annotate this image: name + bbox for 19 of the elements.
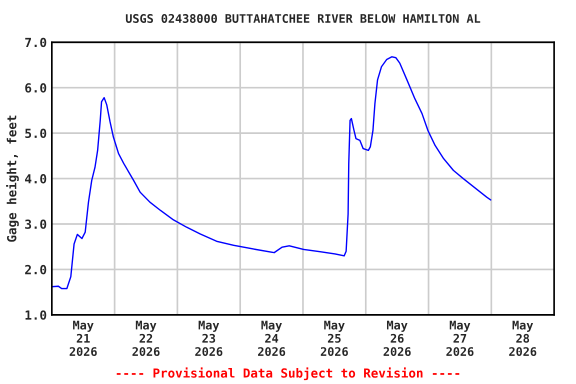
x-tick-label: May 21 2026 [70, 320, 97, 356]
y-axis-title: Gage height, feet [6, 116, 19, 242]
x-tick-label: May 23 2026 [195, 320, 222, 356]
y-tick-label: 6.0 [25, 83, 46, 93]
x-tick-label: May 27 2026 [446, 320, 474, 356]
y-tick-label: 2.0 [25, 264, 46, 274]
y-tick-label: 1.0 [26, 310, 46, 320]
x-tick-label: May 25 2026 [320, 320, 348, 356]
x-tick-label: May 22 2026 [132, 320, 160, 356]
line-series [52, 56, 492, 290]
text: ---- Provisional Data Subject to Revision ---- [116, 367, 460, 380]
y-tick-label: 5.0 [25, 128, 46, 138]
x-tick-label: May 24 2026 [258, 320, 286, 356]
chart-title: USGS 02438000 BUTTAHATCHEE RIVER BELOW HAMILTON AL [126, 14, 480, 23]
y-tick-label: 3.0 [25, 219, 46, 229]
x-tick-label: May 28 2026 [509, 320, 536, 356]
y-tick-label: 4.0 [25, 174, 46, 184]
x-tick-label: May 26 2026 [384, 320, 411, 356]
y-tick-label: 7.0 [25, 38, 46, 48]
